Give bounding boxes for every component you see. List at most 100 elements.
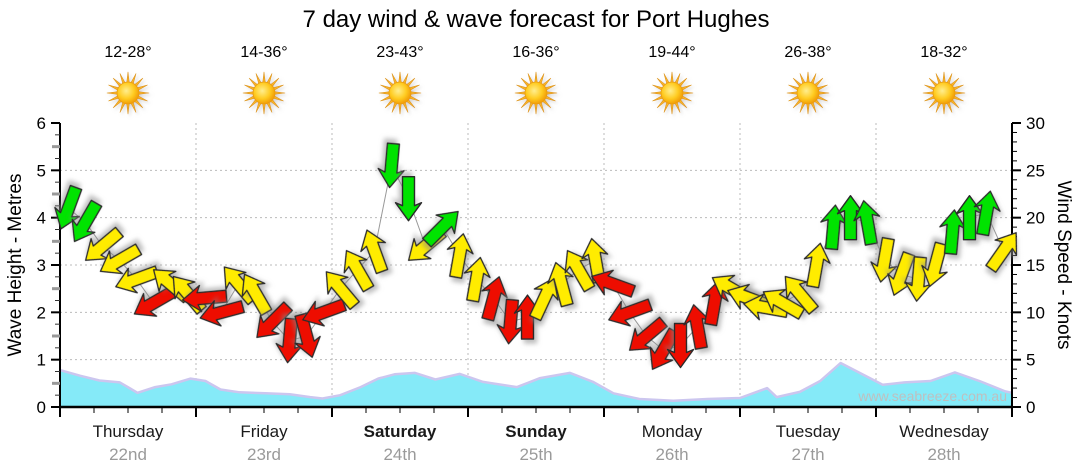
wind-arrow (564, 249, 596, 293)
wind-arrow (529, 277, 559, 322)
axis-tick-label: 1 (37, 351, 46, 370)
wind-arrow (762, 288, 806, 320)
sun-icon (922, 71, 966, 115)
wind-arrow-glyph (256, 301, 293, 339)
sun-core (932, 81, 956, 105)
sun-rays (378, 71, 422, 115)
sun-icon (786, 71, 830, 115)
wind-arrow-glyph (762, 288, 806, 320)
wind-arrow-glyph (481, 276, 508, 322)
axis-tick-label: 4 (37, 209, 46, 228)
wind-arrow (199, 300, 246, 327)
wind-arrow (853, 200, 881, 246)
day-date-label: 23rd (247, 445, 281, 464)
wind-arrow-glyph (71, 199, 103, 243)
wind-arrow-glyph (463, 256, 491, 303)
wind-arrow (54, 184, 83, 230)
wind-arrow (71, 199, 103, 243)
temp-range-label: 18-32° (920, 44, 967, 61)
sun-rays (786, 71, 830, 115)
wind-arrow (325, 271, 360, 311)
wind-arrow-glyph (199, 300, 246, 327)
wind-arrow (241, 273, 273, 317)
sun-icon (242, 71, 286, 115)
wind-arrow-glyph (302, 298, 347, 327)
wind-arrow (446, 233, 474, 279)
axis-tick-label: 10 (1026, 303, 1045, 322)
wind-arrow-glyph (853, 200, 881, 246)
day-date-label: 24th (383, 445, 416, 464)
wind-arrow (481, 276, 508, 322)
wind-arrow-glyph (985, 232, 1018, 273)
sun-rays (242, 71, 286, 115)
wind-arrow-glyph (870, 236, 898, 283)
wind-arrow (870, 236, 898, 283)
sun-core (388, 81, 412, 105)
sun-rays (106, 71, 150, 115)
wind-arrow (99, 243, 143, 275)
wind-arrow-glyph (973, 190, 1001, 237)
wind-arrow (377, 142, 405, 189)
watermark: www.seabreeze.com.au (857, 388, 1007, 404)
axis-tick-label: 0 (37, 398, 46, 417)
wind-arrow (422, 210, 459, 248)
sun-core (660, 81, 684, 105)
day-name-label: Sunday (505, 422, 567, 441)
wind-arrow-glyph (591, 269, 636, 298)
wind-arrow-glyph (325, 271, 360, 311)
day-name-label: Thursday (93, 422, 164, 441)
sun-core (252, 81, 276, 105)
wind-arrow-glyph (547, 261, 574, 308)
wind-arrow-glyph (377, 142, 405, 189)
wind-arrow-glyph (529, 277, 559, 322)
axis-tick-label: 5 (37, 161, 46, 180)
sun-rays (514, 71, 558, 115)
axis-tick-label: 5 (1026, 351, 1035, 370)
wind-arrow (181, 284, 228, 313)
day-name-label: Monday (642, 422, 703, 441)
sun-rays (922, 71, 966, 115)
wind-arrow (608, 298, 653, 327)
wind-arrow-glyph (343, 249, 375, 293)
axis-tick-label: 15 (1026, 256, 1045, 275)
wind-trend-line (68, 164, 1004, 351)
wind-arrow-glyph (784, 275, 819, 315)
wind-arrow (803, 242, 831, 289)
sun-icon (650, 71, 694, 115)
wind-arrow-glyph (666, 322, 695, 369)
wind-arrow-glyph (181, 284, 228, 313)
day-name-label: Tuesday (776, 422, 841, 441)
wind-arrow-glyph (394, 175, 423, 222)
wind-arrow-glyph (294, 312, 321, 358)
axis-tick-label: 3 (37, 256, 46, 275)
temp-range-label: 23-43° (376, 44, 423, 61)
wind-arrow (302, 298, 347, 327)
wind-arrow (591, 269, 636, 298)
sun-icon (514, 71, 558, 115)
day-date-label: 22nd (109, 445, 147, 464)
sun-icon (378, 71, 422, 115)
day-name-label: Saturday (364, 422, 437, 441)
wind-arrow (256, 301, 293, 339)
temp-range-label: 16-36° (512, 44, 559, 61)
sun-icon (106, 71, 150, 115)
wind-arrow (547, 261, 574, 308)
day-name-label: Wednesday (899, 422, 989, 441)
page-title: 7 day wind & wave forecast for Port Hugh… (302, 6, 770, 33)
wind-arrow (343, 249, 375, 293)
temp-range-label: 26-38° (784, 44, 831, 61)
wind-arrow-glyph (241, 273, 273, 317)
wind-arrow-glyph (446, 233, 474, 279)
wind-arrow (360, 229, 389, 275)
wind-arrow (463, 256, 491, 303)
day-date-label: 27th (791, 445, 824, 464)
axis-tick-label: 30 (1026, 114, 1045, 133)
wind-arrow (294, 312, 321, 358)
axis-tick-label: 20 (1026, 209, 1045, 228)
wind-arrow-glyph (54, 184, 83, 230)
wind-arrow-glyph (608, 298, 653, 327)
wind-arrow (784, 275, 819, 315)
sun-core (796, 81, 820, 105)
wind-arrow (921, 241, 948, 287)
